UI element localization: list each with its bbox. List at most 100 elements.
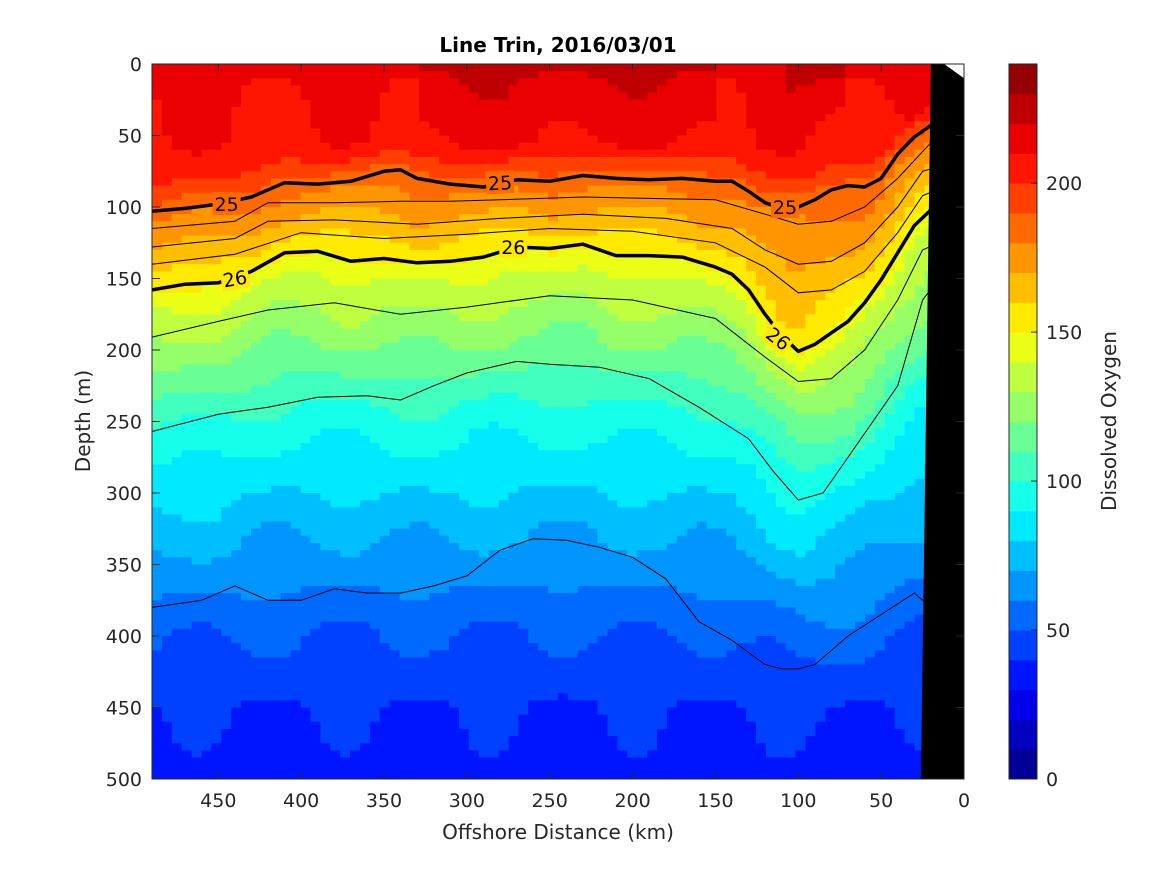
- field-cell: [597, 764, 609, 773]
- field-cell: [558, 114, 569, 122]
- field-cell: [498, 78, 510, 87]
- field-cell: [211, 707, 222, 716]
- field-cell: [587, 378, 599, 387]
- field-cell: [231, 421, 242, 430]
- field-cell: [449, 221, 460, 230]
- field-cell: [558, 64, 569, 72]
- field-cell: [458, 428, 470, 437]
- field-cell: [241, 750, 252, 759]
- field-cell: [389, 557, 401, 566]
- field-cell: [251, 442, 262, 451]
- field-cell: [191, 371, 203, 380]
- field-cell: [369, 757, 381, 766]
- field-cell: [310, 392, 321, 401]
- field-cell: [201, 607, 213, 616]
- field-cell: [369, 636, 381, 644]
- field-cell: [340, 757, 351, 766]
- field-cell: [439, 378, 450, 387]
- field-cell: [548, 135, 559, 144]
- field-cell: [548, 550, 559, 558]
- field-cell: [290, 106, 302, 115]
- field-cell: [468, 92, 480, 101]
- field-cell: [389, 578, 401, 587]
- field-cell: [359, 771, 371, 779]
- field-cell: [171, 764, 183, 773]
- field-cell: [310, 750, 321, 759]
- field-cell: [359, 693, 371, 701]
- field-cell: [607, 114, 619, 122]
- field-cell: [558, 156, 569, 165]
- field-cell: [607, 442, 619, 451]
- field-cell: [221, 71, 232, 79]
- field-cell: [567, 643, 579, 651]
- field-cell: [558, 721, 569, 730]
- field-cell: [548, 628, 559, 637]
- field-cell: [488, 771, 500, 779]
- field-cell: [468, 257, 480, 265]
- field-cell: [251, 292, 262, 301]
- field-cell: [548, 78, 559, 87]
- field-cell: [538, 149, 549, 158]
- field-cell: [330, 528, 341, 537]
- field-cell: [330, 643, 341, 651]
- field-cell: [518, 714, 529, 723]
- field-cell: [260, 700, 272, 709]
- field-cell: [270, 535, 282, 544]
- field-cell: [439, 421, 450, 430]
- field-cell: [429, 242, 440, 251]
- field-cell: [597, 249, 609, 258]
- field-cell: [350, 442, 361, 451]
- field-cell: [290, 156, 302, 165]
- field-cell: [152, 543, 163, 551]
- field-cell: [449, 156, 460, 165]
- field-cell: [607, 149, 619, 158]
- field-cell: [152, 106, 163, 115]
- field-cell: [231, 149, 242, 158]
- field-cell: [518, 743, 529, 751]
- field-cell: [152, 64, 163, 72]
- field-cell: [359, 585, 371, 594]
- field-cell: [617, 678, 628, 687]
- field-cell: [458, 207, 470, 215]
- field-cell: [359, 614, 371, 623]
- field-cell: [449, 114, 460, 122]
- field-cell: [528, 535, 539, 544]
- field-cell: [330, 764, 341, 773]
- field-cell: [587, 350, 599, 358]
- field-cell: [399, 314, 411, 322]
- field-cell: [617, 507, 628, 516]
- field-cell: [389, 78, 401, 87]
- field-cell: [617, 607, 628, 616]
- field-cell: [637, 643, 648, 651]
- field-cell: [300, 564, 312, 573]
- field-cell: [270, 521, 282, 530]
- field-cell: [468, 149, 480, 158]
- field-cell: [241, 121, 252, 129]
- field-cell: [597, 514, 609, 523]
- field-cell: [231, 350, 242, 358]
- field-cell: [241, 342, 252, 351]
- field-cell: [300, 185, 312, 194]
- field-cell: [359, 564, 371, 573]
- field-cell: [627, 292, 638, 301]
- field-cell: [260, 364, 272, 373]
- field-cell: [201, 264, 213, 272]
- field-cell: [260, 564, 272, 573]
- field-cell: [161, 507, 173, 516]
- field-cell: [458, 507, 470, 516]
- field-cell: [617, 242, 628, 251]
- field-cell: [587, 214, 599, 222]
- field-cell: [458, 514, 470, 523]
- field-cell: [350, 464, 361, 473]
- field-cell: [359, 199, 371, 208]
- field-cell: [478, 442, 490, 451]
- field-cell: [458, 371, 470, 380]
- field-cell: [538, 407, 549, 415]
- field-cell: [221, 149, 232, 158]
- field-cell: [498, 507, 510, 516]
- field-cell: [478, 686, 490, 694]
- field-cell: [478, 571, 490, 580]
- field-cell: [538, 528, 549, 537]
- field-cell: [399, 671, 411, 680]
- field-cell: [439, 299, 450, 308]
